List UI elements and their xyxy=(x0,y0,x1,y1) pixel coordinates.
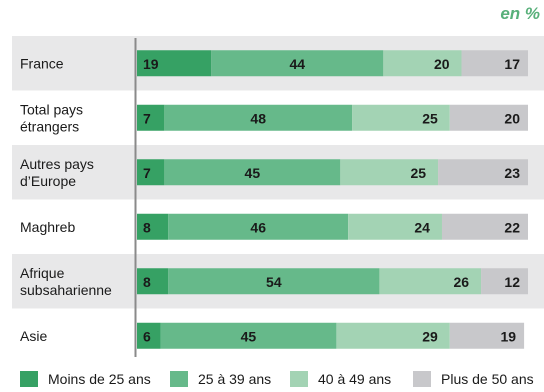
category-label-line: Maghreb xyxy=(20,219,75,235)
category-label: Total pays étrangers xyxy=(20,101,83,134)
legend-swatch xyxy=(413,371,431,387)
category-label: Autres pays d’Europe xyxy=(20,156,94,189)
legend-label: Plus de 50 ans xyxy=(441,371,534,387)
category-label: Asie xyxy=(20,328,47,344)
data-label: 20 xyxy=(434,56,450,72)
data-label: 7 xyxy=(143,110,151,126)
category-label-line: étrangers xyxy=(20,118,79,134)
data-label: 12 xyxy=(504,274,520,290)
bar-segment xyxy=(164,104,353,131)
legend-swatch xyxy=(290,371,308,387)
category-label-line: d’Europe xyxy=(20,173,76,189)
bar-segment xyxy=(461,50,528,77)
category-label-line: Total pays xyxy=(20,101,83,117)
bar-segment xyxy=(379,268,482,295)
bar-segment xyxy=(164,159,341,186)
bar-segment xyxy=(383,50,462,77)
legend-swatch xyxy=(170,371,188,387)
data-label: 8 xyxy=(143,219,151,235)
data-label: 54 xyxy=(266,274,282,290)
bar-segment xyxy=(449,322,525,349)
category-label-line: subsaharienne xyxy=(20,282,112,298)
bar-segment xyxy=(441,213,528,240)
legend-label: 25 à 39 ans xyxy=(198,371,272,387)
category-label-line: Autres pays xyxy=(20,156,94,172)
unit-label: en % xyxy=(500,4,540,23)
bar-segment xyxy=(449,104,528,131)
category-label-line: Asie xyxy=(20,328,47,344)
data-label: 23 xyxy=(504,165,520,181)
legend-swatch xyxy=(20,371,38,387)
bar-segment xyxy=(168,268,380,295)
bar-segment xyxy=(340,159,439,186)
data-label: 46 xyxy=(250,219,266,235)
data-label: 17 xyxy=(504,56,520,72)
data-label: 45 xyxy=(241,328,257,344)
bar-segment xyxy=(137,159,165,186)
legend-item: Moins de 25 ans xyxy=(20,369,151,389)
data-label: 25 xyxy=(410,165,426,181)
legend-item: 25 à 39 ans xyxy=(170,369,271,389)
data-label: 7 xyxy=(143,165,151,181)
category-label: France xyxy=(20,55,64,71)
bar-segment xyxy=(137,50,212,77)
bar-segment xyxy=(137,213,169,240)
data-label: 6 xyxy=(143,328,151,344)
bar-segment xyxy=(137,268,169,295)
bar-segment xyxy=(352,104,450,131)
legend: Moins de 25 ans 25 à 39 ans 40 à 49 ans Plu… xyxy=(20,369,544,389)
category-label-line: France xyxy=(20,55,64,71)
data-label: 44 xyxy=(290,56,306,72)
data-label: 19 xyxy=(501,328,517,344)
category-label: Afrique subsaharienne xyxy=(20,265,112,298)
data-label: 24 xyxy=(414,219,430,235)
bar-segment xyxy=(160,322,337,349)
category-label-line: Afrique xyxy=(20,265,65,281)
bar-segment xyxy=(481,268,528,295)
bar-segment xyxy=(137,104,165,131)
bar-segment xyxy=(348,213,442,240)
legend-label: 40 à 49 ans xyxy=(318,371,392,387)
data-label: 19 xyxy=(143,56,159,72)
bar-segment xyxy=(168,213,349,240)
data-label: 26 xyxy=(454,274,470,290)
category-label: Maghreb xyxy=(20,219,75,235)
bar-segment xyxy=(137,322,161,349)
data-label: 25 xyxy=(422,110,438,126)
legend-label: Moins de 25 ans xyxy=(48,371,151,387)
data-label: 22 xyxy=(504,219,520,235)
data-label: 45 xyxy=(245,165,261,181)
bar-segment xyxy=(438,159,528,186)
data-label: 20 xyxy=(504,110,520,126)
data-label: 48 xyxy=(250,110,266,126)
legend-item: Plus de 50 ans xyxy=(413,369,534,389)
data-label: 29 xyxy=(422,328,438,344)
legend-item: 40 à 49 ans xyxy=(290,369,391,389)
bar-segment xyxy=(211,50,384,77)
bar-segment xyxy=(336,322,450,349)
data-label: 8 xyxy=(143,274,151,290)
